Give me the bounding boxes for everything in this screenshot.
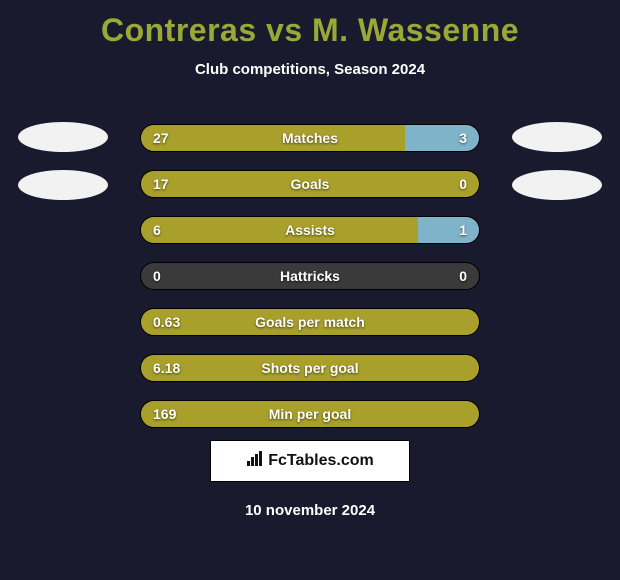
bar-label: Matches [141,130,479,146]
avatar [512,170,602,200]
source-logo-text: FcTables.com [268,452,374,470]
subtitle: Club competitions, Season 2024 [0,61,620,78]
stat-bar: 273Matches [140,124,480,152]
avatar [18,122,108,152]
stat-bar: 6.18Shots per goal [140,354,480,382]
bar-label: Min per goal [141,406,479,422]
bar-label: Assists [141,222,479,238]
avatars-right [512,122,602,200]
bar-label: Goals per match [141,314,479,330]
page-title: Contreras vs M. Wassenne [0,0,620,49]
bar-label: Shots per goal [141,360,479,376]
avatars-left [18,122,108,200]
stat-bar: 00Hattricks [140,262,480,290]
avatar [18,170,108,200]
bar-label: Hattricks [141,268,479,284]
avatar [512,122,602,152]
stat-bar: 0.63Goals per match [140,308,480,336]
stat-bar: 61Assists [140,216,480,244]
bar-chart-icon [246,451,264,472]
comparison-bars: 273Matches 170Goals 61Assists 00Hattricks 0.… [140,124,480,428]
date-label: 10 november 2024 [0,502,620,519]
bar-label: Goals [141,176,479,192]
stat-bar: 170Goals [140,170,480,198]
stat-bar: 169Min per goal [140,400,480,428]
source-logo: FcTables.com [210,440,410,482]
